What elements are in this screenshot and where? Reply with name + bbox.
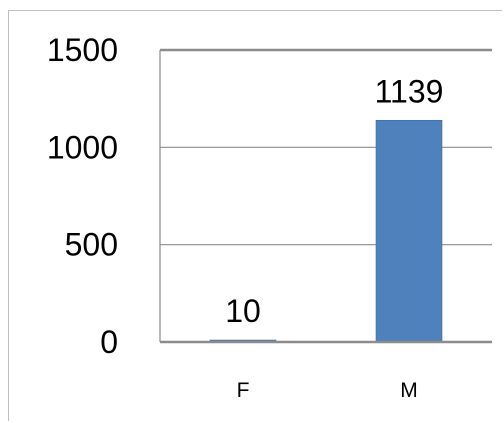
- y-tick-label-1000: 1000: [47, 129, 118, 165]
- y-tick-label-500: 500: [65, 227, 118, 263]
- y-tick-label-1500: 1500: [47, 32, 118, 68]
- bar-M: [375, 119, 443, 343]
- data-label-F: 10: [225, 293, 261, 329]
- data-label-M: 1139: [375, 73, 444, 109]
- y-tick-label-0: 0: [100, 324, 118, 360]
- x-tick-label-F: F: [237, 379, 250, 402]
- labels: 0 500 1000 1500 10 F 1139 M: [47, 32, 444, 402]
- axes: [159, 50, 492, 344]
- x-tick-label-M: M: [400, 379, 418, 402]
